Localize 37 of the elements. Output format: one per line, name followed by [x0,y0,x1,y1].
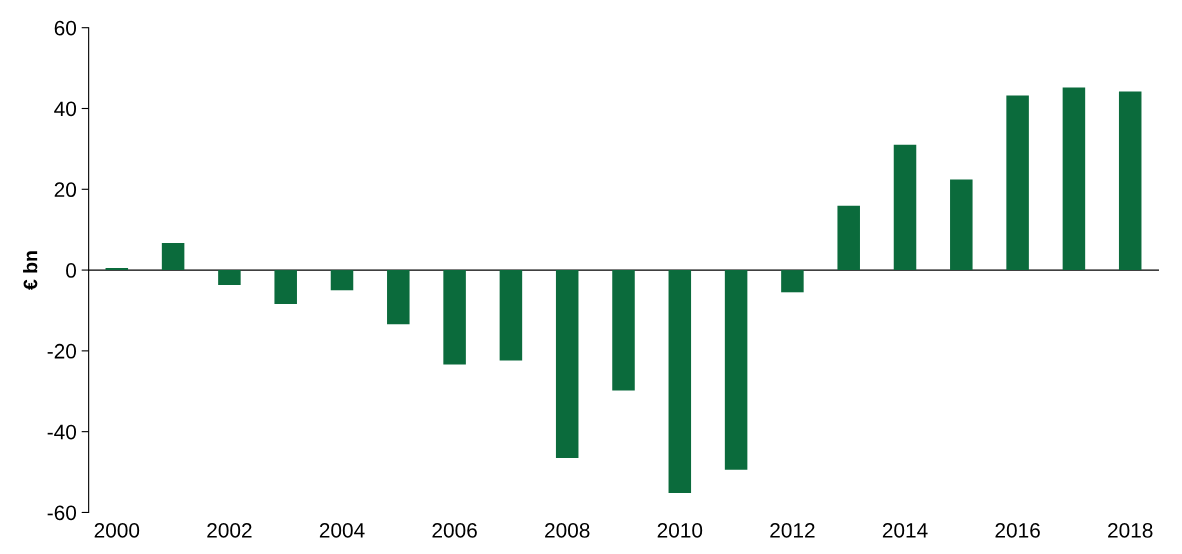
bar [274,270,297,305]
bar [499,270,523,361]
bar [781,270,804,293]
bar [555,270,579,458]
bar [1118,91,1142,271]
x-tick-label: 2016 [995,523,1040,538]
y-tick-label: 60 [54,20,77,36]
bar [1062,87,1086,271]
x-tick-label: 2010 [657,523,703,538]
bar [612,270,635,391]
y-tick-label: 40 [54,101,77,117]
y-tick-label: -60 [47,505,77,521]
bar [1006,95,1029,271]
x-tick-label: 2012 [770,523,815,538]
bar [387,270,410,325]
y-tick-label: 0 [66,263,77,278]
bar [837,205,860,271]
bar [950,179,973,271]
y-axis-title: € bn [23,251,38,290]
x-tick-label: 2004 [319,523,365,538]
bar [668,270,692,494]
x-tick-label: 2018 [1108,523,1153,538]
bar [161,243,185,271]
x-tick-label: 2000 [94,523,140,538]
bar [893,144,917,271]
bar [330,270,354,291]
x-tick-label: 2006 [432,523,477,538]
x-tick-label: 2002 [207,523,252,538]
y-tick-label: 20 [54,182,77,198]
x-tick-label: 2014 [882,523,928,538]
y-tick-label: -20 [47,343,77,359]
x-tick-label: 2008 [545,523,590,538]
bar [724,270,748,470]
bar [105,268,129,271]
y-tick-label: -40 [47,424,77,440]
bar [443,270,466,365]
bar [218,270,241,286]
